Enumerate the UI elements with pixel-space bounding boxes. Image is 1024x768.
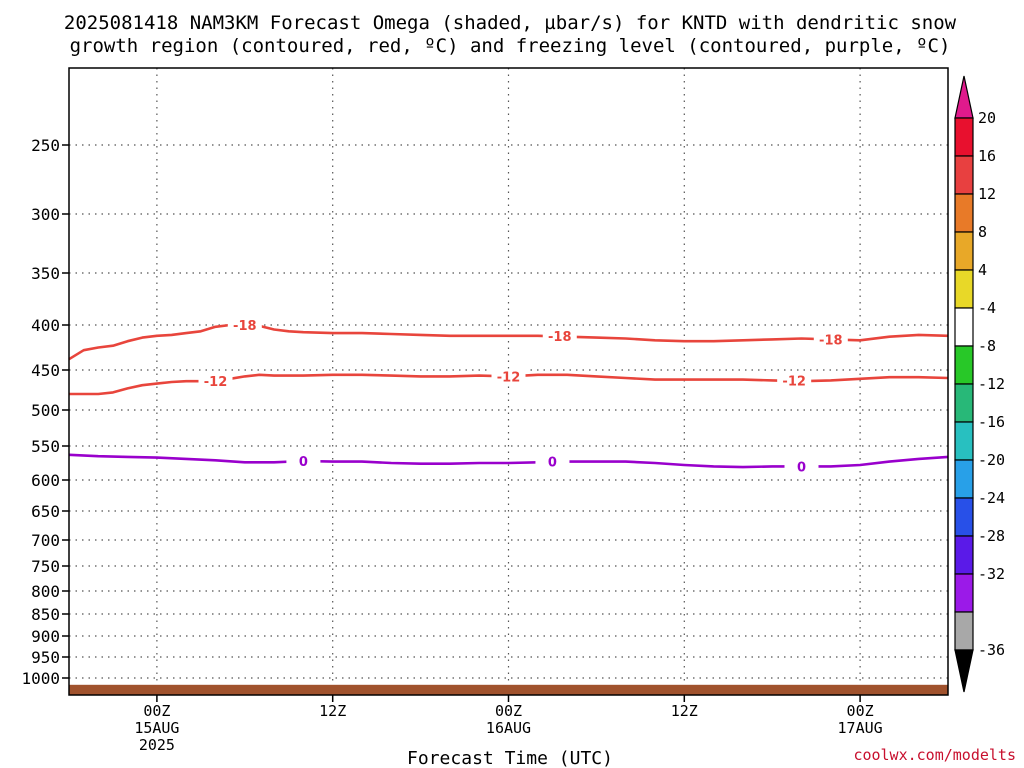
contour-line--12 [69,373,949,396]
colorbar-swatch [954,535,974,575]
x-tick-label: 16AUG [486,719,531,737]
colorbar-swatch [954,269,974,309]
colorbar-swatch [954,231,974,271]
y-tick-label: 400 [31,316,60,335]
contour-label-bg [286,452,321,469]
y-tick-label: 650 [31,502,60,521]
plot-area: -18 -18 -18 -12 -12 -12 0 0 0 [68,67,949,696]
contour-label-bg [535,453,570,470]
contour-label: -12 [497,370,521,385]
y-tick-label: 750 [31,557,60,576]
x-axis-label: Forecast Time (UTC) [407,748,613,768]
ground-fill [69,684,948,695]
contour-label: -12 [782,374,806,389]
colorbar-label: -8 [978,337,996,355]
colorbar-label: -24 [978,489,1005,507]
x-tick-label: 2025 [139,736,175,754]
contour-label-bg [777,372,812,389]
contour-label: -18 [233,319,257,334]
colorbar-label: -4 [978,299,996,317]
colorbar-swatch [954,345,974,385]
chart-title: 2025081418 NAM3KM Forecast Omega (shaded… [64,12,957,57]
y-axis-ticks: 250 300 350 400 450 500 550 600 650 700 750 800 850 9… [21,136,69,688]
contour-label-bg [198,373,233,390]
contour-line--18 [68,323,949,361]
colorbar-swatch [954,497,974,537]
colorbar-label: -16 [978,413,1005,431]
y-tick-label: 550 [31,437,60,456]
y-tick-label: 950 [31,648,60,667]
x-tick-label: 12Z [319,702,346,720]
contour-label: -12 [204,375,228,390]
colorbar-swatch [954,117,974,157]
y-tick-label: 700 [31,531,60,550]
colorbar-swatch [954,459,974,499]
colorbar-swatch [954,307,974,347]
contour-label: 0 [548,456,557,471]
contour-label: 0 [797,460,806,475]
contour-label-bg [813,331,848,348]
contour-label-bg [784,458,819,475]
colorbar-label: 20 [978,109,996,127]
y-tick-label: 1000 [21,669,60,688]
x-tick-label: 12Z [671,702,698,720]
x-tick-label: 17AUG [838,719,883,737]
title-line-1: 2025081418 NAM3KM Forecast Omega (shaded… [64,12,957,34]
colorbar-label: -32 [978,565,1005,583]
colorbar-label: -28 [978,527,1005,545]
title-line-2: growth region (contoured, red, ºC) and f… [70,35,951,57]
colorbar: 20 16 12 8 4 -4 -8 -12 -16 -20 -24 -28 -32 -36 [954,75,1005,693]
colorbar-label: 12 [978,185,996,203]
y-tick-label: 500 [31,401,60,420]
x-tick-label: 00Z [847,702,874,720]
y-tick-label: 900 [31,627,60,646]
colorbar-label: -20 [978,451,1005,469]
contour-label-bg [227,317,262,333]
contour-label: -18 [548,330,572,345]
credit-text: coolwx.com/modelts [853,746,1016,764]
colorbar-swatch [954,573,974,613]
y-tick-label: 350 [31,264,60,283]
colorbar-label: 8 [978,223,987,241]
colorbar-label: -36 [978,641,1005,659]
colorbar-label: 16 [978,147,996,165]
colorbar-swatch [954,383,974,423]
y-tick-label: 800 [31,582,60,601]
contour-label-bg [542,327,577,344]
y-tick-label: 600 [31,471,60,490]
contour-label-bg [491,368,526,385]
colorbar-swatch [954,421,974,461]
y-tick-label: 300 [31,205,60,224]
y-tick-label: 850 [31,605,60,624]
contour-label: 0 [299,455,308,470]
y-tick-label: 250 [31,136,60,155]
colorbar-label: -12 [978,375,1005,393]
x-tick-label: 00Z [495,702,522,720]
colorbar-swatch [954,611,974,651]
colorbar-top-arrow [954,75,974,119]
colorbar-bottom-arrow [954,649,974,693]
x-tick-label: 15AUG [134,719,179,737]
y-tick-label: 450 [31,361,60,380]
x-tick-label: 00Z [143,702,170,720]
colorbar-label: 4 [978,261,987,279]
colorbar-swatch [954,155,974,195]
contour-label: -18 [819,333,843,348]
colorbar-swatch [954,193,974,233]
